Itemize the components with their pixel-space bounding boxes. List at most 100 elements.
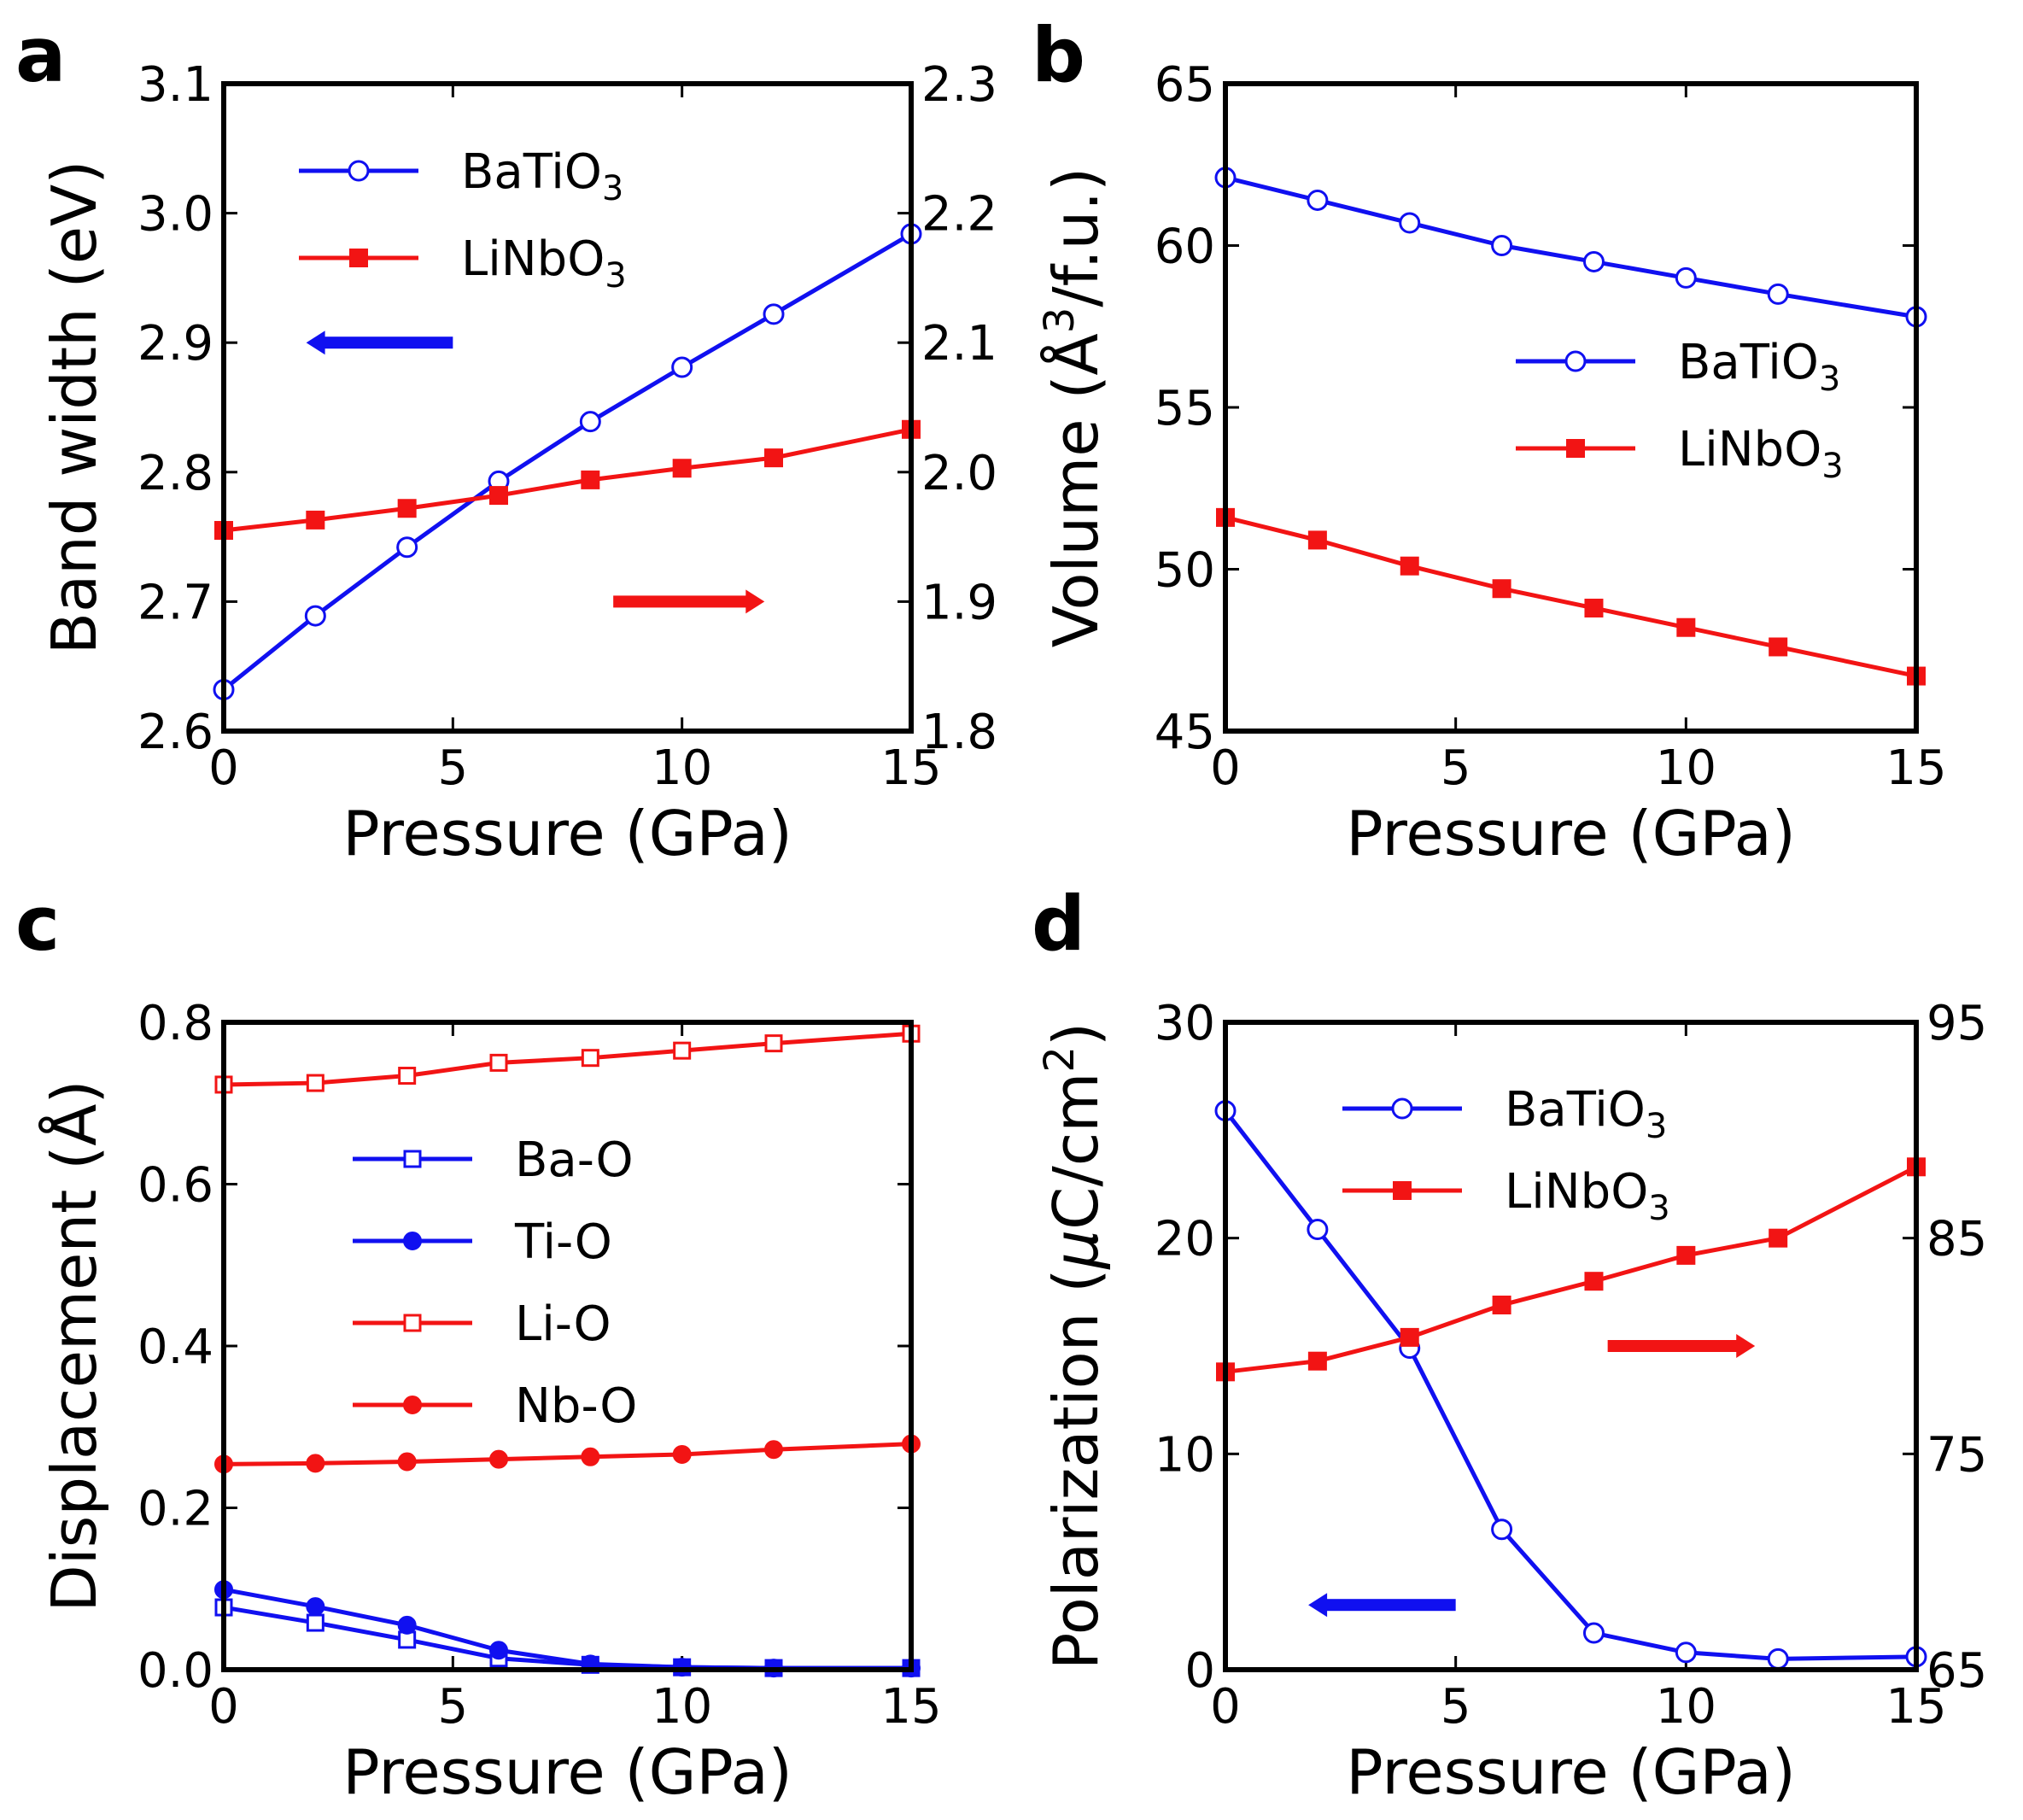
axes-frame — [221, 1020, 914, 1672]
legend-entry: Li-O — [353, 1296, 611, 1352]
data-point — [1582, 1622, 1605, 1644]
data-point — [579, 411, 601, 433]
legend-marker — [403, 1314, 422, 1332]
legend-entry: Ti-O — [353, 1214, 612, 1270]
legend-label-text: BaTiO — [461, 144, 602, 200]
axes-frame — [1223, 1020, 1919, 1672]
series-line — [1225, 1165, 1918, 1374]
data-point — [489, 486, 508, 506]
legend-label: BaTiO3 — [1678, 335, 1840, 399]
data-point — [671, 356, 693, 378]
legend-label: Li-O — [515, 1296, 611, 1352]
legend-label-text: Ti-O — [514, 1214, 612, 1270]
data-point — [581, 1049, 599, 1068]
legend-label-text: Li-O — [515, 1296, 611, 1352]
legend-label: Nb-O — [515, 1378, 637, 1434]
legend-marker — [1564, 350, 1587, 372]
legend-entry: Ba-O — [353, 1132, 634, 1188]
data-point — [764, 1440, 783, 1460]
x-tick-label: 5 — [438, 1679, 469, 1735]
arrow-shaft — [1607, 1340, 1742, 1352]
panel-c-letter: c — [15, 880, 60, 968]
y-tick-label: 60 — [1155, 219, 1215, 275]
data-point — [489, 1641, 508, 1660]
legend-label-text: LiNbO — [1505, 1164, 1648, 1220]
legend-marker — [403, 1150, 422, 1168]
legend-label-subscript: 3 — [602, 169, 623, 208]
legend-marker — [348, 160, 370, 182]
x-tick-label: 15 — [1886, 740, 1946, 796]
data-point — [397, 1452, 417, 1472]
y2-tick-label: 85 — [1927, 1212, 1987, 1267]
x-tick-label: 10 — [1656, 1679, 1716, 1735]
legend-marker — [403, 1232, 422, 1250]
legend-label-text: LiNbO — [461, 231, 605, 287]
data-point — [489, 1053, 508, 1072]
data-point — [306, 510, 325, 530]
arrow-shaft — [613, 595, 751, 608]
arrow-head — [306, 331, 325, 355]
y2-tick-label: 2.1 — [921, 316, 997, 372]
y-axis-label: Displacement (Å) — [38, 1080, 110, 1612]
y-axis-label: Volume (Å3/f.u.) — [1036, 167, 1112, 647]
series-batio3 — [1214, 1100, 1927, 1670]
legend-label-subscript: 3 — [1648, 1189, 1669, 1228]
y-axis-label: Polarization (μC/cm2) — [1036, 1022, 1112, 1670]
legend-marker — [349, 249, 368, 267]
data-point — [763, 303, 785, 325]
direction-arrow-right — [613, 589, 765, 614]
data-point — [1582, 250, 1605, 272]
legend-label-text: LiNbO — [1678, 422, 1821, 477]
legend-entry: BaTiO3 — [1516, 335, 1840, 399]
legend-marker — [1393, 1181, 1412, 1200]
legend-label: LiNbO3 — [1505, 1164, 1670, 1228]
data-point — [1767, 283, 1789, 305]
x-tick-label: 10 — [652, 1679, 712, 1735]
data-point — [1676, 1245, 1696, 1265]
series-nb-o — [214, 1434, 921, 1474]
arrow-head — [1308, 1593, 1328, 1618]
panel-a-letter: a — [15, 11, 66, 99]
data-point — [1676, 617, 1696, 637]
series-batio3 — [1214, 167, 1927, 328]
direction-arrow-left — [306, 331, 453, 355]
series-li-o — [214, 1024, 921, 1094]
series-linbo3 — [1216, 507, 1926, 686]
x-tick-label: 0 — [208, 1679, 239, 1735]
legend-marker — [1391, 1097, 1413, 1120]
y-tick-label: 0.6 — [137, 1158, 213, 1214]
y-label-part: C/cm — [1040, 1073, 1112, 1230]
legend-label-text: BaTiO — [1505, 1082, 1646, 1138]
legend-label-subscript: 3 — [1821, 447, 1843, 486]
data-point — [672, 459, 692, 478]
legend-label-subscript: 3 — [605, 256, 626, 296]
y-tick-label: 65 — [1155, 57, 1215, 113]
y-tick-label: 3.0 — [137, 187, 213, 243]
legend-entry: BaTiO3 — [1342, 1082, 1667, 1146]
y-tick-label: 0 — [1184, 1643, 1215, 1699]
legend-label: BaTiO3 — [1505, 1082, 1667, 1146]
data-point — [1307, 530, 1327, 550]
y2-tick-label: 2.0 — [921, 446, 997, 501]
data-point — [306, 1613, 324, 1632]
data-point — [1307, 1351, 1327, 1371]
x-axis-label: Pressure (GPa) — [342, 1736, 792, 1808]
x-tick-label: 0 — [1210, 1679, 1241, 1735]
data-point — [1307, 189, 1329, 211]
legend-label-subscript: 3 — [1819, 360, 1840, 399]
legend-entry: LiNbO3 — [1342, 1164, 1670, 1228]
data-point — [764, 1034, 783, 1053]
data-point — [1491, 235, 1513, 256]
data-point — [581, 1447, 600, 1466]
y-label-part: Polarization ( — [1040, 1269, 1112, 1670]
series-line — [223, 1031, 912, 1087]
legend-label-text: Nb-O — [515, 1378, 637, 1434]
y-tick-label: 3.1 — [137, 57, 213, 113]
data-point — [1400, 556, 1419, 576]
series-line — [1225, 515, 1917, 679]
data-point — [1307, 1219, 1329, 1241]
data-point — [397, 499, 417, 518]
y-label-part: Volume (Å — [1040, 333, 1112, 647]
